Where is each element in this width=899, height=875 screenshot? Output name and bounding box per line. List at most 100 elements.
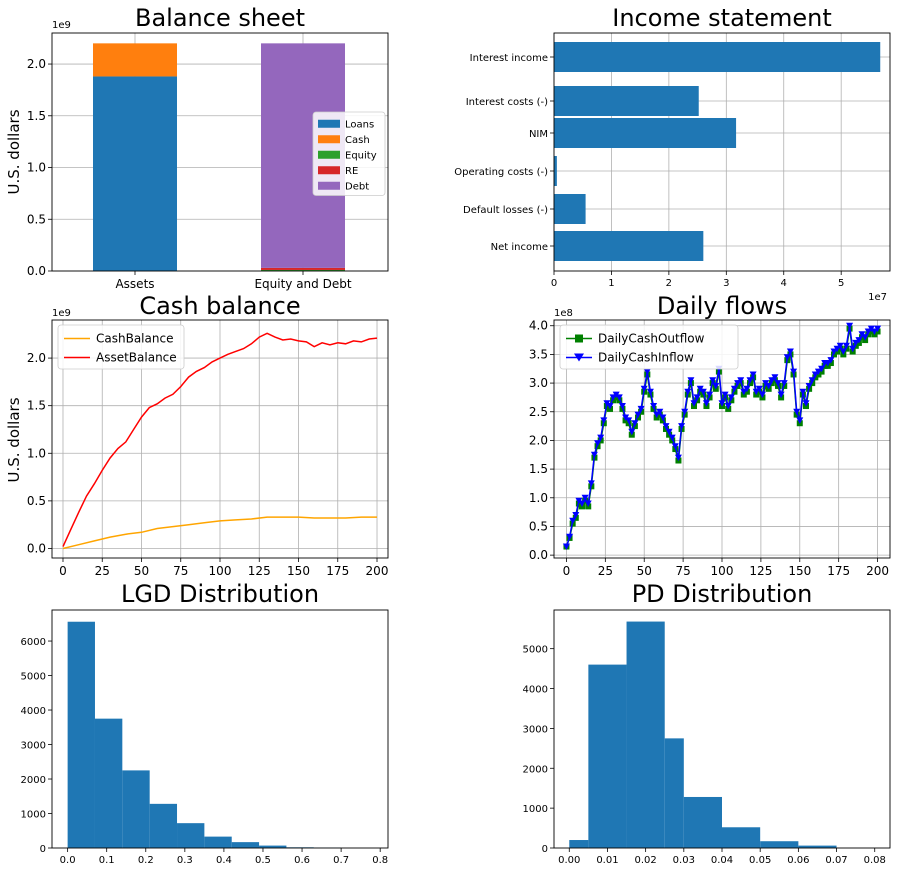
x-tick-label: 0.2 (138, 855, 154, 866)
x-tick-label: 200 (366, 564, 389, 578)
histogram-bar (665, 738, 684, 848)
legend-swatch (318, 182, 340, 190)
y-tick-label: 2000 (21, 775, 46, 786)
chart-title: LGD Distribution (121, 580, 319, 608)
x-tick-label: 0.00 (558, 855, 580, 866)
x-tick-label: 5 (838, 278, 844, 289)
bar (554, 118, 736, 148)
x-tick-label: 25 (598, 564, 613, 578)
x-tick-label: 75 (675, 564, 690, 578)
x-tick-label: 75 (173, 564, 188, 578)
x-tick-label: 0.8 (372, 855, 388, 866)
bar (554, 42, 880, 72)
legend-label: AssetBalance (96, 351, 177, 365)
x-tick-label: 0.0 (60, 855, 76, 866)
x-tick-label: 50 (134, 564, 149, 578)
y-tick-label: 6000 (21, 637, 46, 648)
histogram-bar (95, 719, 122, 848)
y-tick-label: Default losses (-) (463, 205, 548, 216)
x-tick-label: 100 (209, 564, 232, 578)
y-tick-label: 1000 (21, 810, 46, 821)
histogram-bar (569, 840, 588, 848)
x-tick-label: 0.08 (864, 855, 886, 866)
x-tick-label: Equity and Debt (254, 277, 351, 291)
offset-text: 1e8 (554, 308, 573, 319)
bar-loans (93, 76, 177, 271)
y-tick-label: 2.0 (27, 351, 46, 365)
offset-text: 1e9 (52, 308, 71, 319)
histogram-bar (122, 770, 149, 848)
y-tick-label: NIM (529, 129, 548, 140)
y-axis-label: U.S. dollars (5, 109, 23, 194)
y-tick-label: 1000 (523, 804, 548, 815)
y-tick-label: 0 (542, 844, 548, 855)
legend-label: Debt (345, 181, 369, 192)
y-tick-label: 1.5 (529, 462, 548, 476)
x-tick-label: 0.04 (711, 855, 733, 866)
histogram-bar (627, 622, 665, 848)
x-tick-label: 0.01 (596, 855, 618, 866)
y-tick-label: 2.0 (529, 433, 548, 447)
y-tick-label: 4000 (21, 706, 46, 717)
legend-swatch (318, 151, 340, 159)
x-tick-label: 0.3 (177, 855, 193, 866)
legend-label: CashBalance (96, 332, 173, 346)
y-tick-label: 4000 (523, 685, 548, 696)
histogram-bar (588, 665, 626, 848)
legend-label: DailyCashOutflow (598, 332, 705, 346)
y-tick-label: 1.5 (27, 109, 46, 123)
x-tick-label: 0 (551, 278, 557, 289)
y-tick-label: 2.0 (27, 57, 46, 71)
x-tick-label: 150 (788, 564, 811, 578)
y-tick-label: 5000 (21, 672, 46, 683)
y-tick-label: 0.0 (27, 264, 46, 278)
x-tick-label: 0.02 (635, 855, 657, 866)
x-tick-label: 125 (749, 564, 772, 578)
x-tick-label: 100 (711, 564, 734, 578)
x-tick-label: 0.06 (787, 855, 809, 866)
x-tick-label: 0.03 (673, 855, 695, 866)
x-tick-label: Assets (115, 277, 154, 291)
histogram-bar (204, 837, 231, 848)
y-tick-label: Interest income (470, 53, 548, 64)
legend-label: Equity (345, 150, 377, 161)
y-tick-label: 3000 (21, 741, 46, 752)
y-axis-label: U.S. dollars (5, 397, 23, 482)
y-tick-label: 0.5 (27, 494, 46, 508)
x-tick-label: 0 (563, 564, 571, 578)
chart-title: PD Distribution (632, 580, 813, 608)
y-tick-label: 0.5 (529, 519, 548, 533)
legend: CashBalance AssetBalance (58, 325, 184, 369)
y-tick-label: 3000 (523, 724, 548, 735)
x-tick-label: 0.7 (333, 855, 349, 866)
x-tick-label: 0.05 (749, 855, 771, 866)
y-tick-label: 1.5 (27, 399, 46, 413)
chart-title: Cash balance (139, 292, 300, 320)
x-tick-label: 175 (827, 564, 850, 578)
bar (554, 231, 703, 261)
x-tick-label: 0.5 (255, 855, 271, 866)
histogram-bar (68, 622, 95, 848)
x-tick-label: 2 (666, 278, 672, 289)
y-tick-label: 0.0 (529, 548, 548, 562)
legend-swatch (318, 166, 340, 174)
chart-title: Income statement (612, 4, 832, 32)
pd-distribution-panel: 0.00 0.01 0.02 0.03 0.04 0.05 0.06 0.07 0.08 0 100… (523, 580, 890, 866)
y-tick-label: 0.0 (27, 541, 46, 555)
histogram-bar (150, 804, 177, 848)
legend-swatch (318, 120, 340, 128)
x-tick-label: 0.07 (825, 855, 847, 866)
legend-label: Cash (345, 135, 370, 146)
x-tick-label: 25 (95, 564, 110, 578)
y-tick-label: 3.5 (529, 347, 548, 361)
x-tick-label: 1 (608, 278, 614, 289)
x-tick-label: 200 (866, 564, 889, 578)
y-tick-label: 3.0 (529, 376, 548, 390)
bar (554, 86, 699, 116)
